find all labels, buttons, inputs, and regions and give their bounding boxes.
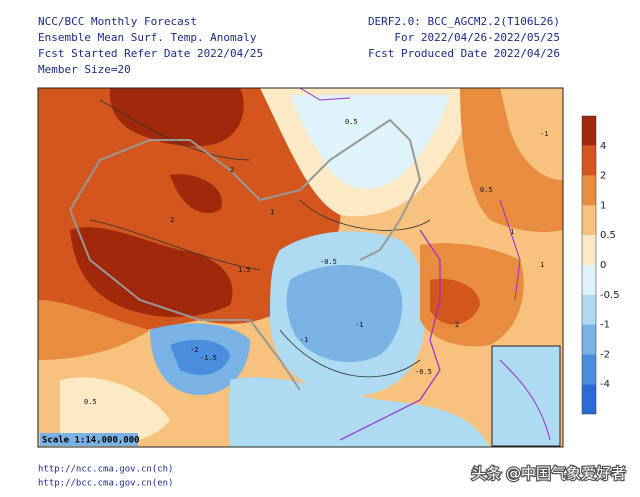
contour-label: 0.5 — [345, 118, 358, 126]
contour-label: -1.5 — [200, 354, 217, 362]
header-left: NCC/BCC Monthly Forecast — [38, 15, 197, 28]
contour-label: 1 — [270, 208, 274, 216]
contour-label: 0.5 — [84, 398, 97, 406]
colorbar-label: -4 — [600, 379, 610, 390]
contour-label: 2 — [455, 321, 459, 329]
header-left: Member Size=20 — [38, 63, 131, 76]
colorbar-label: 0.5 — [600, 230, 616, 241]
colorbar-label: -2 — [600, 349, 610, 360]
colorbar-swatch — [582, 324, 596, 355]
contour-label: -0.5 — [320, 258, 337, 266]
contour-label: -0.5 — [415, 368, 432, 376]
contour-label: -1 — [355, 321, 363, 329]
colorbar-swatch — [582, 116, 596, 146]
colorbar-label: 2 — [600, 171, 606, 182]
colorbar-label: 4 — [600, 141, 606, 152]
footer-link: http://bcc.cma.gov.cn(en) — [38, 479, 173, 489]
header-right: Fcst Produced Date 2022/04/26 — [368, 47, 560, 60]
colorbar-swatch — [582, 145, 596, 176]
contour-label: 2 — [230, 166, 234, 174]
colorbar-swatch — [582, 384, 596, 414]
watermark: 头条 @中国气象爱好者 — [471, 465, 626, 483]
header-left: Ensemble Mean Surf. Temp. Anomaly — [38, 31, 257, 44]
colorbar-swatch — [582, 205, 596, 236]
colorbar-swatch — [582, 265, 596, 295]
colorbar-label: 1 — [600, 200, 606, 211]
contour-label: 1.5 — [238, 266, 251, 274]
header-right: DERF2.0: BCC_AGCM2.2(T106L26) — [368, 15, 560, 28]
colorbar-label: -0.5 — [600, 290, 620, 301]
map-scale: Scale 1:14,000,000 — [42, 436, 140, 446]
contour-label: -1 — [300, 336, 308, 344]
header-left: Fcst Started Refer Date 2022/04/25 — [38, 47, 263, 60]
contour-label: 2 — [170, 216, 174, 224]
colorbar-swatch — [582, 294, 596, 325]
contour-label: -2 — [190, 346, 198, 354]
contour-label: 0.5 — [480, 186, 493, 194]
colorbar-frame — [581, 115, 597, 415]
header-right: For 2022/04/26-2022/05/25 — [394, 31, 560, 44]
contour-label: 1 — [510, 228, 514, 236]
colorbar-label: 0 — [600, 260, 606, 271]
colorbar-label: -1 — [600, 320, 610, 331]
contour-label: 1 — [540, 261, 544, 269]
map-frame — [37, 87, 564, 448]
footer-link: http://ncc.cma.gov.cn(ch) — [38, 465, 173, 475]
map: Scale 1:14,000,000 — [38, 88, 563, 447]
colorbar-swatch — [582, 235, 596, 265]
colorbar-swatch — [582, 175, 596, 206]
colorbar-swatch — [582, 354, 596, 385]
contour-label: -1 — [540, 130, 548, 138]
